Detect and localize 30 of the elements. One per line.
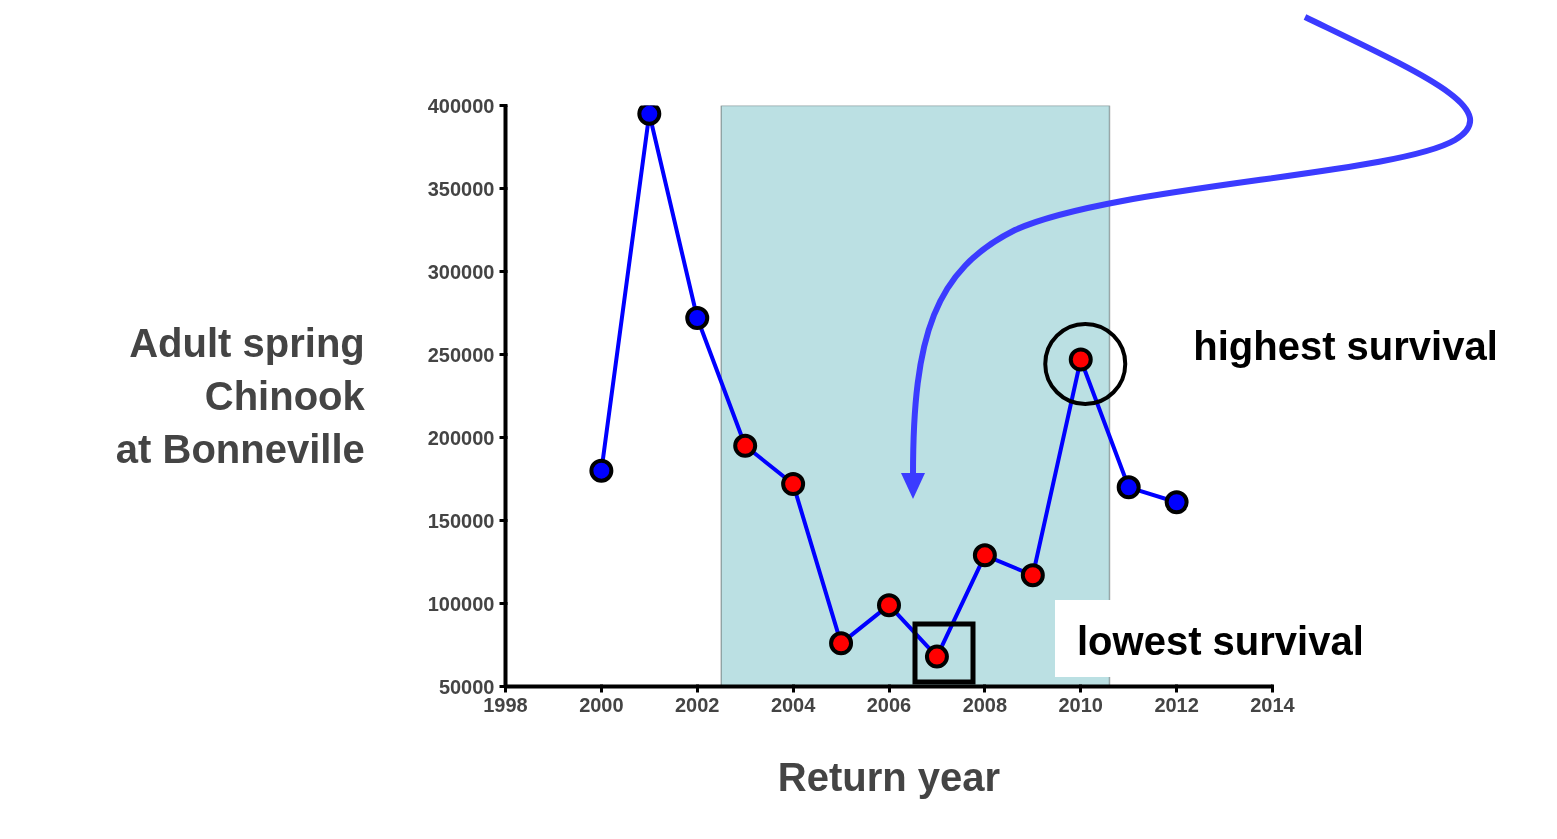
x-tick-label: 2006 <box>866 693 912 716</box>
x-tick-label: 2014 <box>1250 693 1296 716</box>
point <box>781 472 806 496</box>
y-tick-label: 150000 <box>427 509 495 532</box>
x-tick-label: 2012 <box>1154 693 1199 716</box>
y-tick-label: 300000 <box>427 260 495 283</box>
y-tick-label: 350000 <box>427 177 495 200</box>
point <box>733 433 758 458</box>
y-tick-label: 200000 <box>427 426 495 449</box>
x-tick-label: 2002 <box>675 693 720 716</box>
point <box>1020 563 1045 588</box>
annotation: lowest survival <box>1077 619 1364 663</box>
point <box>972 543 997 568</box>
x-tick-label: 2000 <box>579 693 624 716</box>
y-tick-label: 250000 <box>427 343 495 366</box>
y-tick-label: 400000 <box>427 94 495 117</box>
x-axis-title: Return year <box>777 754 1001 799</box>
point <box>637 105 662 126</box>
point <box>829 631 854 656</box>
point <box>1164 490 1189 515</box>
x-tick-label: 2008 <box>962 693 1008 716</box>
annotation: highest survival <box>1193 323 1498 368</box>
x-tick-label: 2004 <box>770 693 817 716</box>
y-axis-title: Adult spring Chinook at Bonneville <box>115 321 366 471</box>
point <box>685 306 710 330</box>
y-tick-label: 100000 <box>427 592 495 615</box>
point <box>589 458 614 483</box>
x-tick-label: 2010 <box>1058 693 1103 716</box>
point <box>877 593 901 618</box>
point <box>1116 475 1141 500</box>
